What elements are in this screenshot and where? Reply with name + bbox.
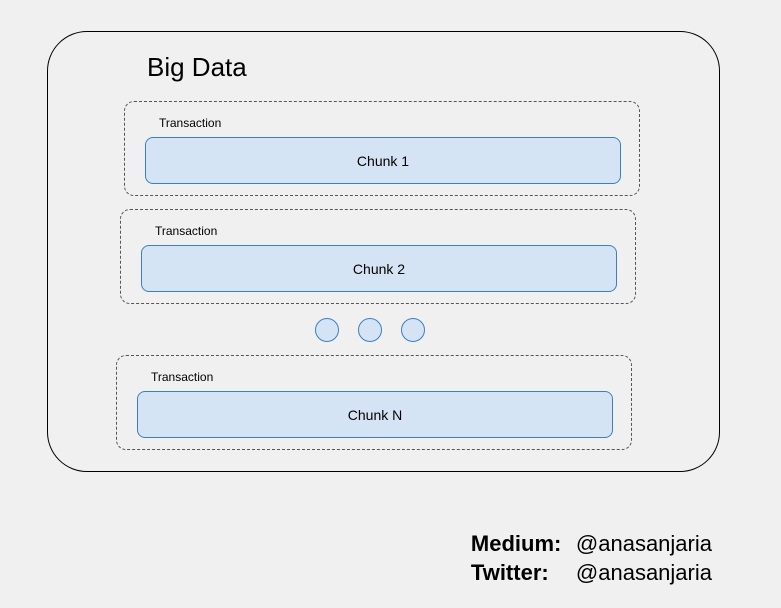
chunk-box-1: Chunk 1 (145, 137, 621, 184)
chunk-label: Chunk 2 (353, 261, 405, 277)
big-data-container: Big Data Transaction Chunk 1 Transaction… (47, 31, 720, 472)
chunk-label: Chunk N (348, 407, 402, 423)
credits-twitter: Twitter: @anasanjaria (471, 558, 712, 588)
credits-medium-handle: @anasanjaria (576, 529, 712, 559)
chunk-box-2: Chunk 2 (141, 245, 617, 292)
ellipsis-dot (315, 318, 339, 342)
chunk-label: Chunk 1 (357, 153, 409, 169)
transaction-box-n: Transaction Chunk N (116, 355, 632, 450)
transaction-label: Transaction (155, 224, 217, 238)
ellipsis-dots (315, 318, 425, 342)
transaction-label: Transaction (159, 116, 221, 130)
credits-twitter-label: Twitter: (471, 558, 576, 588)
transaction-label: Transaction (151, 370, 213, 384)
credits-twitter-handle: @anasanjaria (576, 558, 712, 588)
ellipsis-dot (401, 318, 425, 342)
transaction-box-1: Transaction Chunk 1 (124, 101, 640, 196)
big-data-title: Big Data (147, 52, 247, 83)
transaction-box-2: Transaction Chunk 2 (120, 209, 636, 304)
credits-block: Medium: @anasanjaria Twitter: @anasanjar… (471, 529, 712, 588)
ellipsis-dot (358, 318, 382, 342)
credits-medium: Medium: @anasanjaria (471, 529, 712, 559)
chunk-box-n: Chunk N (137, 391, 613, 438)
credits-medium-label: Medium: (471, 529, 576, 559)
